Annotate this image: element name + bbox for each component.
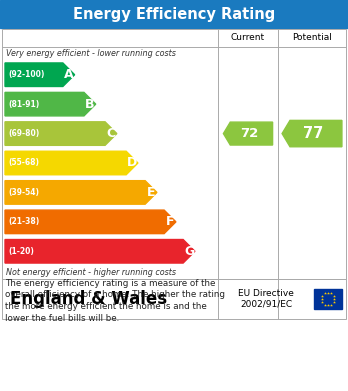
Bar bbox=[2, 29, 346, 279]
Text: G: G bbox=[184, 245, 194, 258]
Bar bbox=[2, 279, 346, 319]
Text: (1-20): (1-20) bbox=[8, 247, 34, 256]
Text: England & Wales: England & Wales bbox=[10, 290, 167, 308]
Text: 77: 77 bbox=[303, 126, 323, 141]
Text: D: D bbox=[127, 156, 137, 170]
Polygon shape bbox=[5, 151, 138, 175]
Bar bbox=[314, 289, 342, 309]
Polygon shape bbox=[5, 63, 74, 86]
Text: EU Directive: EU Directive bbox=[238, 289, 294, 298]
Text: Energy Efficiency Rating: Energy Efficiency Rating bbox=[73, 7, 275, 22]
Text: Potential: Potential bbox=[292, 34, 332, 43]
Text: 2002/91/EC: 2002/91/EC bbox=[240, 300, 292, 308]
Text: The energy efficiency rating is a measure of the
overall efficiency of a home. T: The energy efficiency rating is a measur… bbox=[5, 279, 225, 323]
Text: (21-38): (21-38) bbox=[8, 217, 39, 226]
Text: (69-80): (69-80) bbox=[8, 129, 39, 138]
Polygon shape bbox=[5, 92, 96, 116]
Polygon shape bbox=[5, 122, 117, 145]
Polygon shape bbox=[5, 210, 176, 234]
Text: Very energy efficient - lower running costs: Very energy efficient - lower running co… bbox=[6, 49, 176, 58]
Bar bbox=[0, 0, 348, 28]
Text: Current: Current bbox=[231, 34, 265, 43]
Text: Not energy efficient - higher running costs: Not energy efficient - higher running co… bbox=[6, 268, 176, 277]
Polygon shape bbox=[282, 120, 342, 147]
Text: (39-54): (39-54) bbox=[8, 188, 39, 197]
Polygon shape bbox=[223, 122, 272, 145]
Text: E: E bbox=[147, 186, 155, 199]
Text: F: F bbox=[166, 215, 174, 228]
Polygon shape bbox=[5, 181, 157, 204]
Text: (55-68): (55-68) bbox=[8, 158, 39, 167]
Text: (92-100): (92-100) bbox=[8, 70, 45, 79]
Text: B: B bbox=[85, 98, 95, 111]
Text: A: A bbox=[64, 68, 73, 81]
Text: C: C bbox=[106, 127, 116, 140]
Polygon shape bbox=[5, 240, 195, 263]
Text: (81-91): (81-91) bbox=[8, 100, 39, 109]
Text: 72: 72 bbox=[240, 127, 258, 140]
